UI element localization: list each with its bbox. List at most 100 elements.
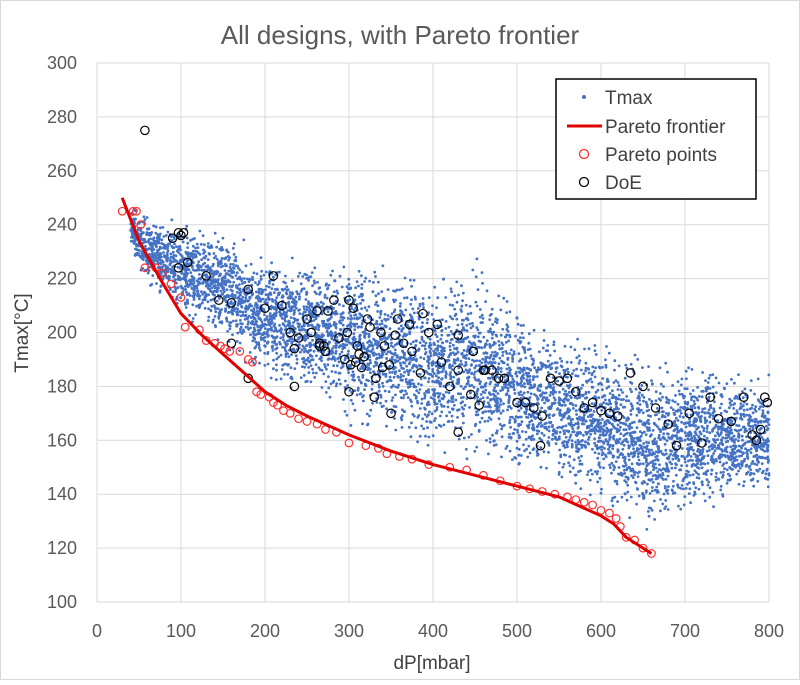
tmax-point (620, 389, 623, 392)
tmax-point (549, 385, 552, 388)
tmax-point (224, 269, 227, 272)
tmax-point (433, 354, 436, 357)
tmax-point (335, 327, 338, 330)
tmax-point (223, 290, 226, 293)
tmax-point (571, 418, 574, 421)
tmax-point (720, 439, 723, 442)
tmax-point (737, 373, 740, 376)
tmax-point (655, 486, 658, 489)
tmax-point (234, 264, 237, 267)
tmax-point (217, 317, 220, 320)
tmax-point (374, 275, 377, 278)
tmax-point (659, 366, 662, 369)
tmax-point (273, 317, 276, 320)
tmax-point (684, 431, 687, 434)
tmax-point (699, 420, 702, 423)
tmax-point (212, 263, 215, 266)
tmax-point (404, 309, 407, 312)
tmax-point (670, 463, 673, 466)
tmax-point (236, 291, 239, 294)
tmax-point (566, 443, 569, 446)
tmax-point (159, 247, 162, 250)
tmax-point (547, 440, 550, 443)
tmax-point (439, 415, 442, 418)
tmax-point (491, 323, 494, 326)
tmax-point (318, 286, 321, 289)
tmax-point (414, 426, 417, 429)
tmax-point (258, 362, 261, 365)
tmax-point (527, 445, 530, 448)
tmax-point (497, 392, 500, 395)
tmax-point (681, 378, 684, 381)
tmax-point (360, 274, 363, 277)
tmax-point (429, 338, 432, 341)
tmax-point (232, 320, 235, 323)
tmax-point (630, 496, 633, 499)
tmax-point (394, 349, 397, 352)
tmax-point (612, 456, 615, 459)
tmax-point (357, 343, 360, 346)
tmax-point (314, 326, 317, 329)
tmax-point (465, 324, 468, 327)
tmax-point (311, 271, 314, 274)
tmax-point (210, 299, 213, 302)
tmax-point (641, 447, 644, 450)
tmax-point (303, 305, 306, 308)
tmax-point (353, 294, 356, 297)
tmax-point (508, 433, 511, 436)
tmax-point (766, 457, 769, 460)
tmax-point (449, 349, 452, 352)
tmax-point (460, 353, 463, 356)
tmax-point (390, 386, 393, 389)
tmax-point (244, 281, 247, 284)
tmax-point (579, 460, 582, 463)
tmax-point (169, 259, 172, 262)
tmax-point (499, 309, 502, 312)
tmax-point (631, 463, 634, 466)
tmax-point (326, 287, 329, 290)
tmax-point (585, 391, 588, 394)
tmax-point (751, 404, 754, 407)
tmax-point (466, 329, 469, 332)
tmax-point (656, 425, 659, 428)
tmax-point (322, 334, 325, 337)
tmax-point (568, 455, 571, 458)
tmax-point (235, 319, 238, 322)
tmax-point (360, 326, 363, 329)
tmax-point (398, 289, 401, 292)
tmax-point (278, 271, 281, 274)
tmax-point (658, 397, 661, 400)
tmax-point (472, 325, 475, 328)
tmax-point (390, 344, 393, 347)
tmax-point (522, 443, 525, 446)
tmax-point (539, 361, 542, 364)
tmax-point (638, 391, 641, 394)
tmax-point (377, 343, 380, 346)
tmax-point (708, 496, 711, 499)
tmax-point (593, 437, 596, 440)
tmax-point (186, 242, 189, 245)
tmax-point (617, 473, 620, 476)
tmax-point (221, 279, 224, 282)
tmax-point (466, 457, 469, 460)
tmax-point (581, 422, 584, 425)
tmax-point (247, 286, 250, 289)
tmax-point (531, 363, 534, 366)
tmax-point (324, 380, 327, 383)
tmax-point (433, 388, 436, 391)
tmax-point (651, 460, 654, 463)
tmax-point (315, 334, 318, 337)
tmax-point (738, 483, 741, 486)
tmax-point (632, 447, 635, 450)
tmax-point (569, 464, 572, 467)
tmax-point (442, 278, 445, 281)
tmax-point (532, 378, 535, 381)
tmax-point (611, 389, 614, 392)
tmax-point (523, 392, 526, 395)
tmax-point (263, 319, 266, 322)
tmax-point (269, 291, 272, 294)
tmax-point (259, 349, 262, 352)
tmax-point (202, 234, 205, 237)
tmax-point (725, 433, 728, 436)
tmax-point (185, 225, 188, 228)
